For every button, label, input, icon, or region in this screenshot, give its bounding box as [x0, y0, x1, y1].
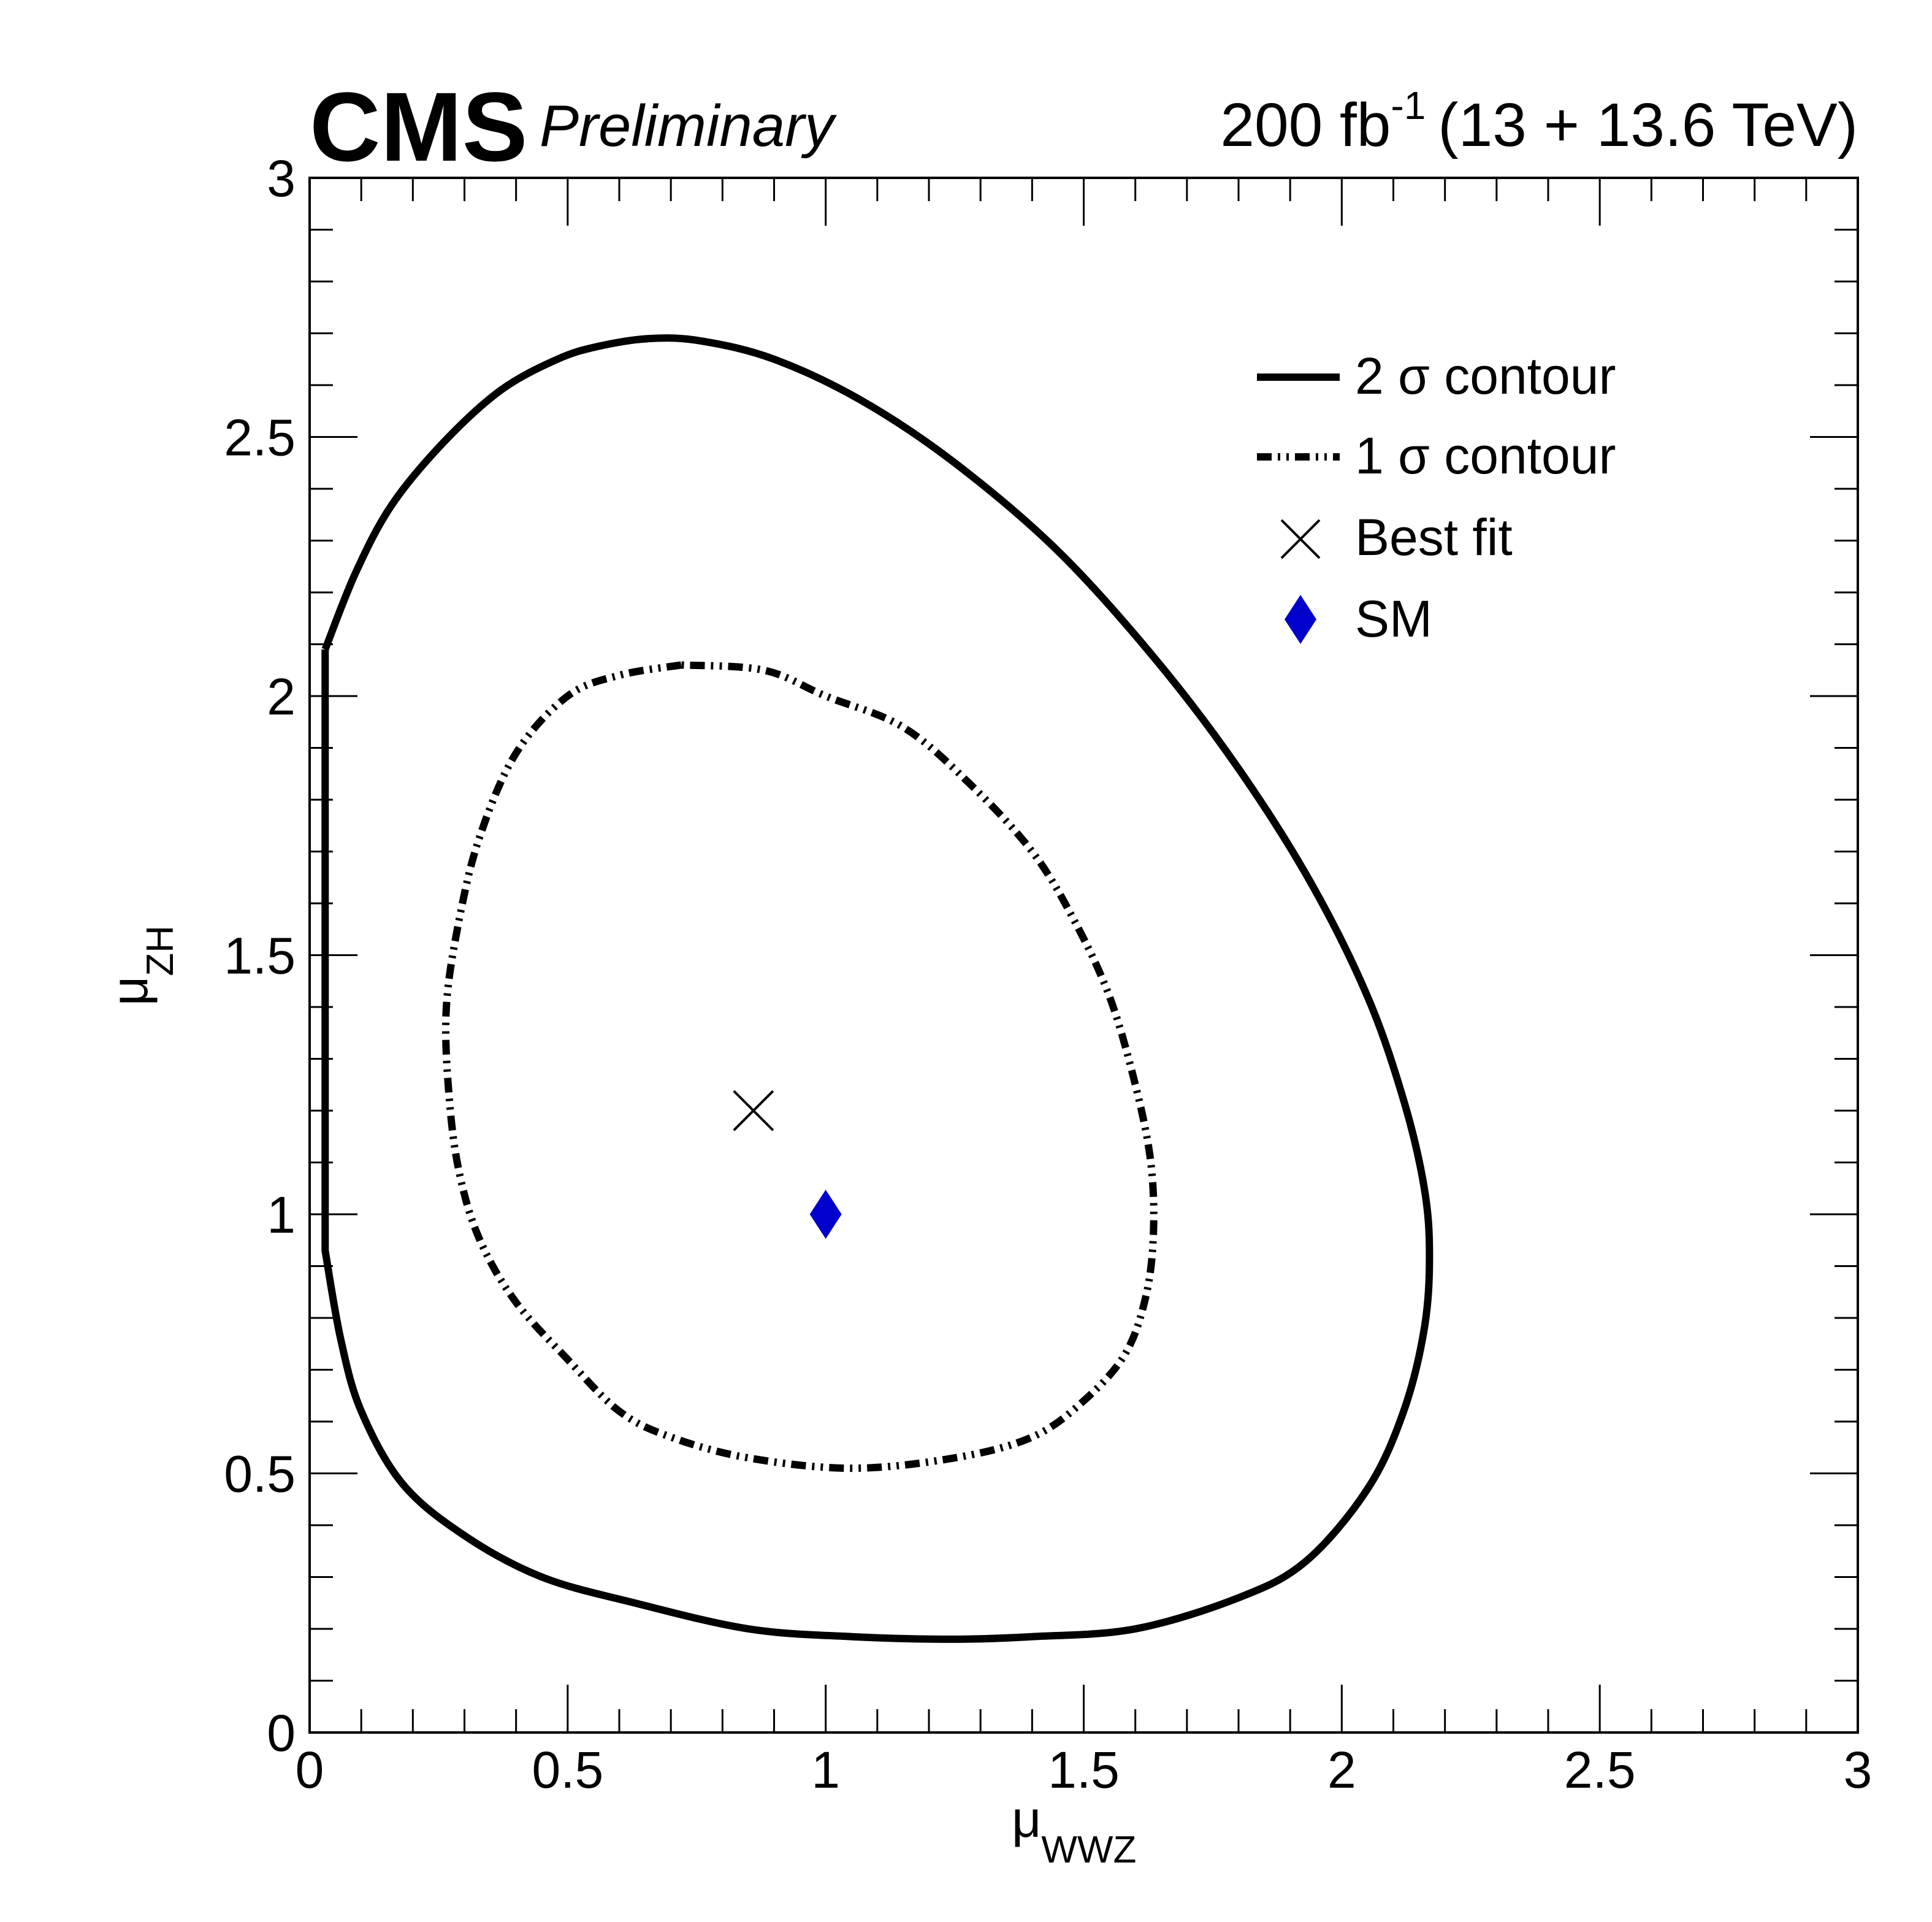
preliminary-label: Preliminary [540, 93, 837, 159]
best-fit-marker [733, 1090, 774, 1131]
y-tick-label: 2.5 [224, 409, 296, 467]
y-tick-label: 0.5 [224, 1445, 296, 1503]
y-tick-label: 3 [267, 150, 296, 207]
contour-1sigma-line [441, 661, 1158, 1472]
luminosity-exponent: -1 [1391, 83, 1426, 128]
legend-best-fit-label: Best fit [1355, 508, 1513, 566]
y-axis-title: μZH [101, 925, 181, 1006]
x-tick-label: 3 [1844, 1741, 1873, 1799]
legend-1sigma-label: 1 σ contour [1355, 427, 1616, 484]
y-tick-label: 2 [267, 668, 296, 726]
x-tick-label: 0.5 [532, 1741, 603, 1799]
y-tick-label: 1 [267, 1186, 296, 1244]
x-tick-label: 1 [811, 1741, 840, 1799]
x-tick-label: 1.5 [1048, 1741, 1120, 1799]
x-axis-title: μWWZ [1012, 1790, 1136, 1871]
x-axis-subscript: WWZ [1041, 1829, 1136, 1871]
luminosity-value: 200 fb [1220, 91, 1391, 159]
x-axis-symbol: μ [1012, 1790, 1041, 1848]
y-tick-labels: 0 0.5 1 1.5 2 2.5 3 [224, 150, 296, 1762]
y-tick-label: 1.5 [224, 927, 296, 985]
legend-best-fit-swatch [1280, 519, 1321, 559]
x-tick-label: 2 [1327, 1741, 1356, 1799]
luminosity-label: 200 fb-1 (13 + 13.6 TeV) [1220, 83, 1858, 159]
y-axis-symbol: μ [101, 976, 158, 1006]
x-tick-label: 2.5 [1564, 1741, 1636, 1799]
legend-sm-label: SM [1355, 590, 1432, 648]
plot-frame [308, 177, 1859, 1734]
legend: 2 σ contour 1 σ contour Best fit SM [1257, 347, 1616, 648]
luminosity-energy: (13 + 13.6 TeV) [1438, 91, 1858, 159]
x-tick-label: 0 [296, 1741, 324, 1799]
x-tick-labels: 0 0.5 1 1.5 2 2.5 3 [296, 1741, 1873, 1799]
y-tick-label: 0 [267, 1704, 296, 1762]
legend-2sigma-label: 2 σ contour [1355, 347, 1616, 405]
axis-ticks [308, 177, 1859, 1734]
sm-marker [809, 1190, 842, 1239]
cms-label: CMS [310, 72, 528, 182]
legend-sm-swatch [1285, 595, 1316, 644]
y-axis-subscript: ZH [139, 925, 181, 976]
contour-2sigma-line [321, 334, 1434, 1643]
best-fit-stroke [733, 1090, 774, 1131]
